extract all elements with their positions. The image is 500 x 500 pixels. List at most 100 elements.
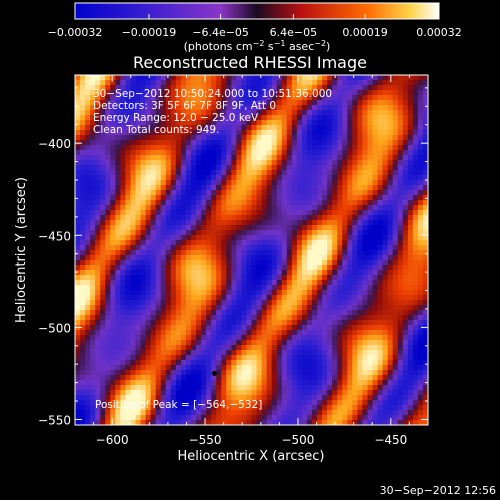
heatmap-cell — [100, 85, 106, 91]
heatmap-cell — [110, 110, 116, 116]
heatmap-cell — [402, 185, 409, 191]
heatmap-cell — [206, 115, 212, 121]
heatmap-cell — [185, 215, 192, 221]
heatmap-cell — [115, 135, 121, 141]
heatmap-cell — [362, 375, 369, 381]
heatmap-cell — [140, 95, 147, 101]
heatmap-cell — [261, 315, 268, 321]
heatmap-cell — [80, 355, 86, 361]
heatmap-cell — [382, 255, 389, 261]
heatmap-cell — [110, 420, 116, 425]
heatmap-cell — [286, 325, 293, 331]
heatmap-cell — [201, 225, 207, 231]
heatmap-cell — [347, 410, 353, 416]
heatmap-cell — [246, 110, 253, 116]
heatmap-cell — [140, 380, 147, 386]
heatmap-cell — [190, 235, 197, 241]
heatmap-cell — [140, 120, 147, 126]
heatmap-cell — [160, 170, 167, 176]
heatmap-cell — [105, 305, 111, 311]
heatmap-cell — [261, 385, 268, 391]
heatmap-cell — [412, 220, 419, 226]
heatmap-cell — [105, 155, 111, 161]
heatmap-cell — [382, 165, 389, 171]
heatmap-cell — [397, 190, 404, 196]
heatmap-cell — [301, 410, 308, 416]
heatmap-cell — [312, 100, 318, 106]
heatmap-cell — [407, 125, 414, 131]
heatmap-cell — [402, 420, 409, 425]
heatmap-cell — [196, 330, 202, 336]
heatmap-cell — [105, 360, 111, 366]
heatmap-cell — [90, 245, 96, 251]
heatmap-cell — [125, 215, 132, 221]
heatmap-cell — [306, 350, 313, 356]
heatmap-cell — [256, 185, 263, 191]
heatmap-cell — [180, 165, 187, 171]
heatmap-cell — [382, 345, 389, 351]
heatmap-cell — [241, 190, 248, 196]
heatmap-cell — [261, 185, 268, 191]
heatmap-cell — [150, 155, 157, 161]
heatmap-cell — [130, 395, 137, 401]
heatmap-cell — [190, 185, 197, 191]
heatmap-cell — [160, 415, 167, 421]
heatmap-cell — [211, 290, 217, 296]
heatmap-cell — [337, 340, 343, 346]
heatmap-cell — [90, 185, 96, 191]
heatmap-cell — [276, 390, 283, 396]
heatmap-cell — [231, 115, 237, 121]
heatmap-cell — [322, 215, 328, 221]
heatmap-cell — [256, 305, 263, 311]
heatmap-cell — [180, 125, 187, 131]
heatmap-cell — [135, 310, 142, 316]
heatmap-cell — [180, 160, 187, 166]
heatmap-cell — [105, 420, 111, 425]
heatmap-cell — [261, 330, 268, 336]
heatmap-cell — [236, 170, 243, 176]
heatmap-cell — [312, 160, 318, 166]
heatmap-cell — [402, 100, 409, 106]
heatmap-cell — [337, 300, 343, 306]
heatmap-cell — [85, 180, 91, 186]
heatmap-cell — [327, 110, 333, 116]
heatmap-cell — [407, 380, 414, 386]
heatmap-cell — [402, 285, 409, 291]
heatmap-cell — [322, 75, 328, 81]
heatmap-cell — [306, 85, 313, 91]
heatmap-cell — [236, 350, 243, 356]
heatmap-cell — [317, 295, 323, 301]
heatmap-cell — [216, 165, 222, 171]
heatmap-cell — [407, 320, 414, 326]
heatmap-cell — [352, 380, 358, 386]
heatmap-cell — [317, 345, 323, 351]
heatmap-cell — [226, 415, 232, 421]
heatmap-cell — [407, 165, 414, 171]
heatmap-cell — [185, 360, 192, 366]
heatmap-cell — [422, 365, 428, 371]
heatmap-cell — [175, 350, 182, 356]
heatmap-cell — [367, 285, 374, 291]
heatmap-cell — [392, 350, 399, 356]
heatmap-cell — [160, 160, 167, 166]
heatmap-cell — [276, 365, 283, 371]
heatmap-cell — [377, 385, 384, 391]
heatmap-cell — [85, 310, 91, 316]
heatmap-cell — [241, 170, 248, 176]
heatmap-cell — [75, 170, 81, 176]
heatmap-cell — [407, 335, 414, 341]
heatmap-cell — [392, 325, 399, 331]
heatmap-cell — [347, 210, 353, 216]
heatmap-cell — [387, 190, 394, 196]
heatmap-cell — [322, 420, 328, 425]
heatmap-cell — [407, 415, 414, 421]
heatmap-cell — [145, 260, 152, 266]
heatmap-cell — [135, 300, 142, 306]
heatmap-cell — [402, 270, 409, 276]
heatmap-cell — [201, 275, 207, 281]
heatmap-cell — [392, 360, 399, 366]
heatmap-cell — [75, 80, 81, 86]
plot-frame — [74, 74, 429, 426]
heatmap-cell — [392, 240, 399, 246]
heatmap-cell — [392, 270, 399, 276]
